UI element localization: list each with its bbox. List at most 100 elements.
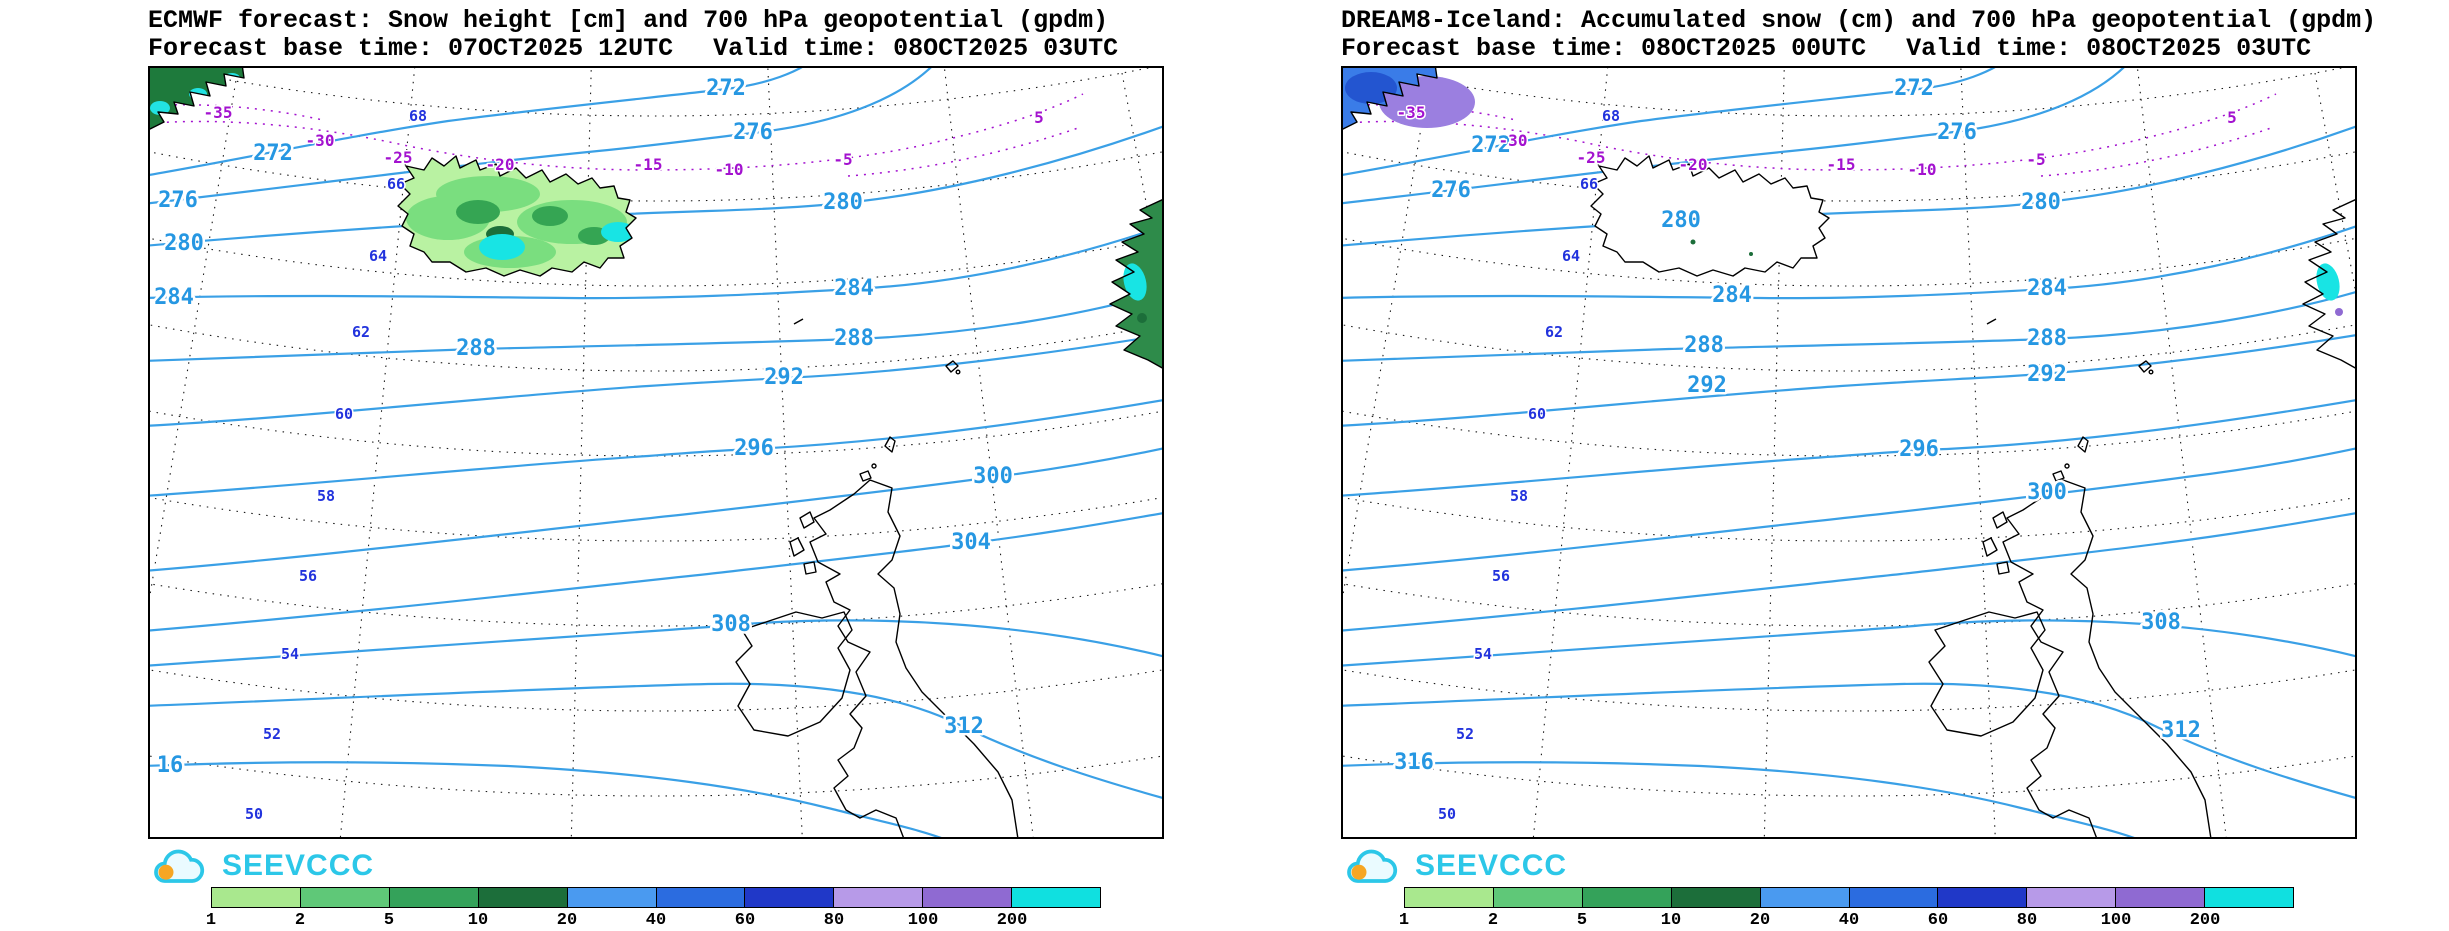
contour-label: 284 <box>834 276 874 301</box>
colorbar-segment <box>1493 888 1583 907</box>
contour-label: 300 <box>2027 480 2067 505</box>
temp-label: -5 <box>2026 150 2045 169</box>
colorbar-label: 80 <box>823 911 845 930</box>
colorbar-label: 1 <box>1398 911 1410 930</box>
lat-label: 54 <box>281 645 299 663</box>
contour-label: 288 <box>2027 326 2067 351</box>
colorbar-segment <box>834 888 924 907</box>
lat-label: 66 <box>387 175 405 193</box>
panel-ecmwf: ECMWF forecast: Snow height [cm] and 700… <box>148 6 1164 930</box>
temp-label: -20 <box>1679 155 1708 174</box>
contour-label: 280 <box>164 231 204 256</box>
colorbar-segment <box>656 888 746 907</box>
valid-time: Valid time: 08OCT2025 03UTC <box>1906 34 2312 63</box>
temp-label: -30 <box>1499 131 1528 150</box>
temp-label: 5 <box>2227 108 2237 127</box>
forecast-base-time: Forecast base time: 07OCT2025 12UTC <box>148 34 674 63</box>
contour-label: 308 <box>711 612 751 637</box>
contour-label: 276 <box>158 188 198 213</box>
lat-label: 56 <box>1492 567 1510 585</box>
contour-label: 308 <box>2141 610 2181 635</box>
colorbar-segment <box>2116 888 2206 907</box>
lat-label: 58 <box>317 487 335 505</box>
snow-colorbar-labels: 1 2 5 10 20 40 60 80 100 200 <box>1399 911 2294 931</box>
colorbar-segment <box>1012 888 1101 907</box>
colorbar-label: 1 <box>205 911 217 930</box>
lat-label: 64 <box>1562 247 1580 265</box>
contour-label: 272 <box>1894 76 1934 101</box>
contour-label: 280 <box>823 190 863 215</box>
colorbar-segment <box>567 888 657 907</box>
temp-label: -5 <box>833 150 852 169</box>
temp-label: -10 <box>715 160 744 179</box>
contour-label: 288 <box>456 336 496 361</box>
seevccc-logo: SEEVCCC <box>1343 846 1567 886</box>
colorbar-segment <box>1849 888 1939 907</box>
colorbar-label: 40 <box>1838 911 1860 930</box>
map-background <box>1341 66 2357 839</box>
contour-label: 312 <box>2161 718 2201 743</box>
map-ecmwf: 272 272 276 276 280 280 284 284 288 288 292 296 300 3… <box>148 66 1164 839</box>
colorbar-label: 20 <box>556 911 578 930</box>
lat-label: 50 <box>245 805 263 823</box>
contour-label: 316 <box>1394 750 1434 775</box>
colorbar-label: 60 <box>734 911 756 930</box>
temp-label: -35 <box>1397 103 1426 122</box>
panel-dream8: DREAM8-Iceland: Accumulated snow (cm) an… <box>1341 6 2377 930</box>
sun-icon <box>158 864 174 880</box>
forecast-base-time: Forecast base time: 08OCT2025 00UTC <box>1341 34 1867 63</box>
contour-label: 312 <box>944 714 984 739</box>
lat-label: 66 <box>1580 175 1598 193</box>
colorbar-segment <box>389 888 479 907</box>
lat-label: 52 <box>1456 725 1474 743</box>
colorbar-label: 80 <box>2016 911 2038 930</box>
contour-label: 284 <box>154 285 194 310</box>
norway-region <box>2316 263 2343 316</box>
contour-label: 276 <box>733 120 773 145</box>
lat-label: 60 <box>1528 405 1546 423</box>
contour-label: 288 <box>834 326 874 351</box>
colorbar-segment <box>1405 888 1494 907</box>
lat-label: 62 <box>352 323 370 341</box>
colorbar-label: 2 <box>1487 911 1499 930</box>
colorbar-label: 100 <box>907 911 939 930</box>
colorbar-segment <box>1671 888 1761 907</box>
map-labels: 272 272 276 276 280 280 284 284 288 288 292 296 300 3… <box>152 74 1046 825</box>
colorbar-segment <box>923 888 1013 907</box>
lat-label: 68 <box>409 107 427 125</box>
seevccc-logo: SEEVCCC <box>150 846 374 886</box>
lat-label: 50 <box>1438 805 1456 823</box>
logo-text: SEEVCCC <box>222 849 375 882</box>
temp-label: 5 <box>1034 108 1044 127</box>
temp-label: -35 <box>204 103 233 122</box>
logo-text: SEEVCCC <box>1415 849 1568 882</box>
colorbar-segment <box>2205 888 2294 907</box>
lat-label: 60 <box>335 405 353 423</box>
snow-colorbar <box>1404 887 2294 908</box>
colorbar-label: 20 <box>1749 911 1771 930</box>
snow-iceland <box>398 156 636 276</box>
contour-label: 288 <box>1684 333 1724 358</box>
temp-label: -30 <box>306 131 335 150</box>
temp-label: -20 <box>486 155 515 174</box>
colorbar-segment <box>745 888 835 907</box>
colorbar-label: 10 <box>1660 911 1682 930</box>
lat-label: 56 <box>299 567 317 585</box>
colorbar-segment <box>1760 888 1850 907</box>
page-title: ECMWF forecast: Snow height [cm] and 700… <box>148 6 1109 35</box>
map-background <box>148 66 1164 839</box>
colorbar-label: 5 <box>1576 911 1588 930</box>
valid-time: Valid time: 08OCT2025 03UTC <box>713 34 1119 63</box>
contour-label: 296 <box>1899 437 1939 462</box>
contour-label: 276 <box>1431 178 1471 203</box>
snow-norway <box>1110 198 1164 370</box>
contour-label: 284 <box>2027 276 2067 301</box>
colorbar-segment <box>478 888 568 907</box>
page-title: DREAM8-Iceland: Accumulated snow (cm) an… <box>1341 6 2377 35</box>
colorbar-label: 200 <box>996 911 1028 930</box>
map-border <box>1341 66 2357 839</box>
contour-label: 292 <box>1687 373 1727 398</box>
contour-label: 296 <box>734 436 774 461</box>
